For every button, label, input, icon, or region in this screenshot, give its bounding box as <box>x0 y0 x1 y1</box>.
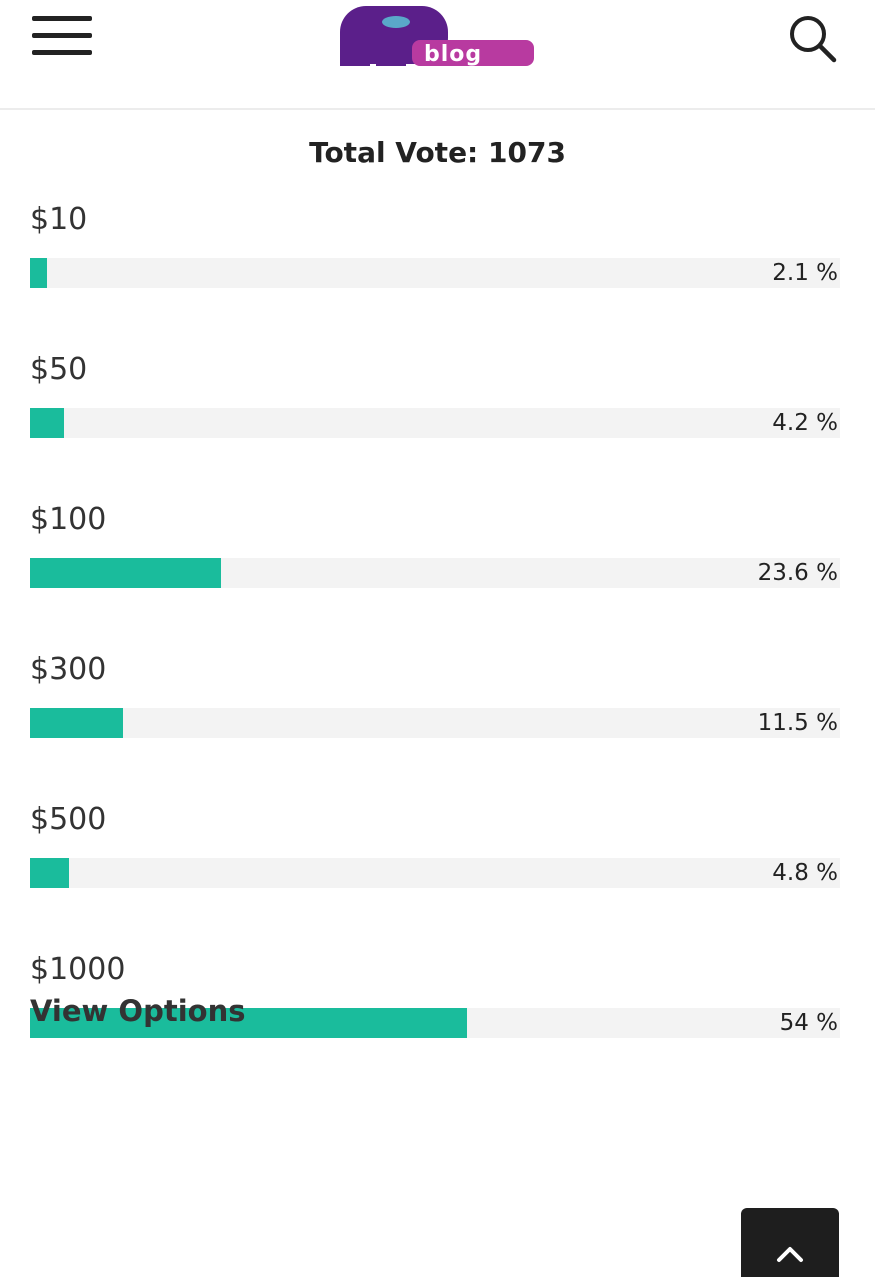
scroll-to-top-button[interactable] <box>741 1208 839 1277</box>
poll-bar-track <box>30 858 840 888</box>
poll-option-label: $10 <box>30 202 88 237</box>
poll-option-label: $50 <box>30 352 88 387</box>
total-votes: Total Vote: 1073 <box>309 136 566 169</box>
chevron-up-icon <box>777 1247 803 1262</box>
poll-bar-fill <box>30 558 222 588</box>
poll-option-label: $100 <box>30 502 107 537</box>
poll-option: $300 11.5 % <box>30 652 840 782</box>
poll-option: $500 4.8 % <box>30 802 840 932</box>
poll-bar-fill <box>30 258 47 288</box>
view-options-button[interactable]: View Options <box>30 994 246 1028</box>
poll-bar-track <box>30 1008 840 1038</box>
site-header: blog <box>0 0 875 110</box>
search-icon[interactable] <box>784 10 840 66</box>
poll-option: $1000 54 % <box>30 952 840 1082</box>
poll-option-label: $500 <box>30 802 107 837</box>
poll-option-percent: 23.6 % <box>757 560 838 586</box>
poll-option: $10 2.1 % <box>30 202 840 332</box>
poll-option: $50 4.2 % <box>30 352 840 482</box>
poll-option: $100 23.6 % <box>30 502 840 632</box>
poll-bar-track <box>30 258 840 288</box>
poll-option-percent: 4.2 % <box>772 410 838 436</box>
poll-bar-fill <box>30 858 69 888</box>
hamburger-menu-icon[interactable] <box>32 14 92 58</box>
logo-text: blog <box>424 42 483 67</box>
site-logo[interactable]: blog <box>336 2 536 70</box>
poll-bar-fill <box>30 408 65 438</box>
poll-bar-track <box>30 408 840 438</box>
poll-option-percent: 2.1 % <box>772 260 838 286</box>
poll-bar-fill <box>30 708 124 738</box>
poll-option-percent: 4.8 % <box>772 860 838 886</box>
poll-option-label: $1000 <box>30 952 126 987</box>
poll-option-percent: 11.5 % <box>757 710 838 736</box>
poll-bar-fill <box>30 1008 468 1038</box>
poll-option-percent: 54 % <box>779 1010 838 1036</box>
poll-option-label: $300 <box>30 652 107 687</box>
poll-bar-track <box>30 558 840 588</box>
poll-bar-track <box>30 708 840 738</box>
